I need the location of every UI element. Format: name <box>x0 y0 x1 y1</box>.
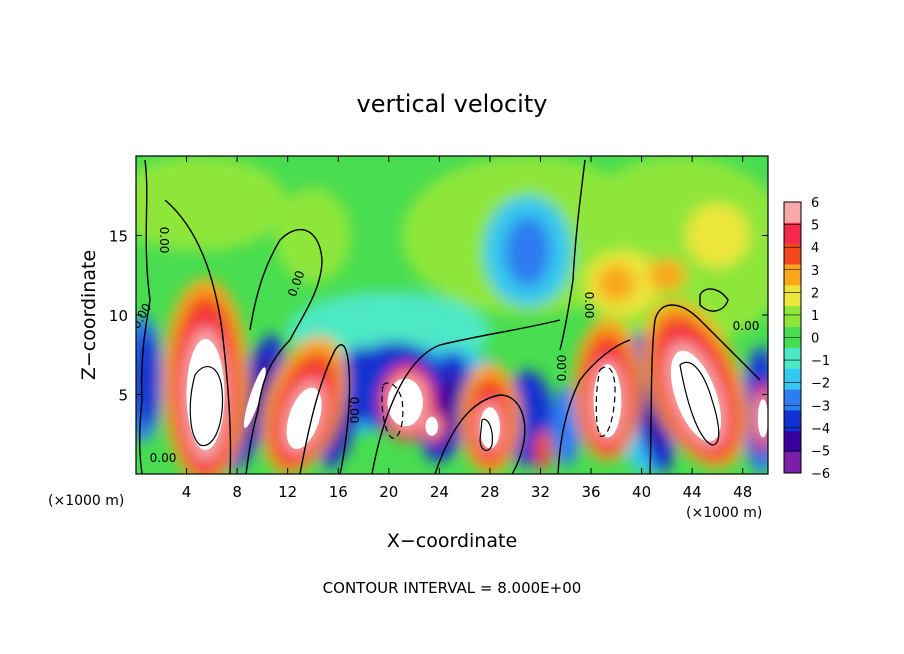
positive-contour <box>189 365 224 447</box>
x-axis-label: X−coordinate <box>387 530 517 552</box>
x-unit-right: (×1000 m) <box>686 505 762 521</box>
chart-title: vertical velocity <box>357 90 548 118</box>
x-tick-label: 4 <box>182 483 192 501</box>
colorbar-swatch <box>784 306 801 328</box>
updraft-blob <box>647 259 686 292</box>
colorbar-swatch <box>784 389 801 411</box>
y-axis: 5 10 15 <box>109 228 768 405</box>
x-tick-label: 16 <box>329 483 348 501</box>
downdraft-blob <box>505 216 551 287</box>
zero-contour <box>245 228 323 474</box>
colorbar-label: −6 <box>811 467 830 482</box>
updraft-blob <box>534 429 552 471</box>
colorbar-swatch <box>784 410 801 432</box>
contour-label: 0.00 <box>150 451 177 465</box>
colorbar-swatch <box>784 222 801 244</box>
field-layers <box>136 156 768 474</box>
negative-contour <box>381 382 404 439</box>
x-tick-label: 44 <box>683 483 702 501</box>
colorbar-label: 2 <box>811 286 819 301</box>
downdraft-blob <box>550 386 581 467</box>
colorbar-swatch <box>784 243 801 265</box>
colorbar-label: −5 <box>811 444 830 459</box>
colorbar: 6 5 4 3 2 1 0 −1 −2 −3 −4 −5 −6 <box>783 196 830 482</box>
x-unit-left: (×1000 m) <box>48 493 124 509</box>
x-axis: 4 8 12 16 20 24 28 32 36 40 44 48 <box>182 156 752 501</box>
contour-interval-note: CONTOUR INTERVAL = 8.000E+00 <box>323 579 582 597</box>
colorbar-label: −1 <box>811 354 830 369</box>
x-tick-label: 12 <box>278 483 297 501</box>
colorbar-swatch <box>784 347 801 370</box>
x-tick-label: 20 <box>379 483 398 501</box>
updraft-blob <box>136 156 288 252</box>
colorbar-swatch <box>784 285 801 307</box>
x-tick-label: 40 <box>632 483 651 501</box>
zero-contour <box>138 159 151 474</box>
zero-contour <box>434 394 526 474</box>
colorbar-label: 6 <box>811 196 819 211</box>
contour-label: 0.00 <box>157 227 171 254</box>
zero-contour <box>649 304 761 474</box>
colorbar-label: −3 <box>811 399 830 414</box>
colorbar-swatch <box>784 452 801 474</box>
colorbar-label: 0 <box>811 332 819 347</box>
x-tick-label: 36 <box>581 483 600 501</box>
x-tick-label: 32 <box>531 483 550 501</box>
saturated-core <box>593 364 622 438</box>
colorbar-swatch <box>784 202 801 224</box>
plot-area: 0.000.000.000.000.000.000.000.00 <box>135 155 769 475</box>
colorbar-label: 4 <box>811 241 819 256</box>
colorbar-label: −4 <box>811 422 830 437</box>
saturated-core <box>757 399 768 438</box>
zero-contour <box>559 159 586 351</box>
x-tick-label: 28 <box>480 483 499 501</box>
contour-label: 0.00 <box>733 319 760 333</box>
contour-label: 0.00 <box>555 355 569 382</box>
positive-contour <box>679 361 720 446</box>
colorbar-label: 1 <box>811 309 819 324</box>
contour-label: 0.00 <box>582 292 596 319</box>
y-tick-label: 10 <box>109 307 128 325</box>
colorbar-label: −2 <box>811 377 830 392</box>
y-tick-label: 5 <box>118 387 128 405</box>
zero-contour <box>299 344 351 474</box>
saturated-core <box>479 407 501 449</box>
updraft-blob <box>685 203 750 268</box>
zero-contour <box>371 319 561 474</box>
zero-contour <box>164 199 232 474</box>
x-tick-label: 48 <box>733 483 752 501</box>
zero-contour <box>699 288 729 312</box>
saturated-core <box>387 378 423 427</box>
negative-contour <box>595 366 616 437</box>
contour-label: 0.00 <box>347 397 361 424</box>
saturated-core <box>425 416 439 436</box>
velocity-field <box>136 156 768 474</box>
y-tick-label: 15 <box>109 228 128 246</box>
colorbar-swatch <box>784 368 801 390</box>
colorbar-swatch <box>784 264 801 286</box>
saturated-core <box>670 350 721 442</box>
downdraft-blob <box>136 330 159 427</box>
saturated-core <box>243 367 266 428</box>
colorbar-swatch <box>784 431 801 453</box>
positive-contour <box>479 418 493 452</box>
x-tick-label: 24 <box>430 483 449 501</box>
zero-contour <box>557 339 631 474</box>
colorbar-label: 5 <box>811 219 819 234</box>
x-tick-label: 8 <box>232 483 242 501</box>
colorbar-label: 3 <box>811 264 819 279</box>
saturated-core <box>286 387 322 449</box>
saturated-core <box>186 338 225 451</box>
updraft-blob <box>597 264 636 303</box>
y-axis-label: Z−coordinate <box>78 250 100 380</box>
